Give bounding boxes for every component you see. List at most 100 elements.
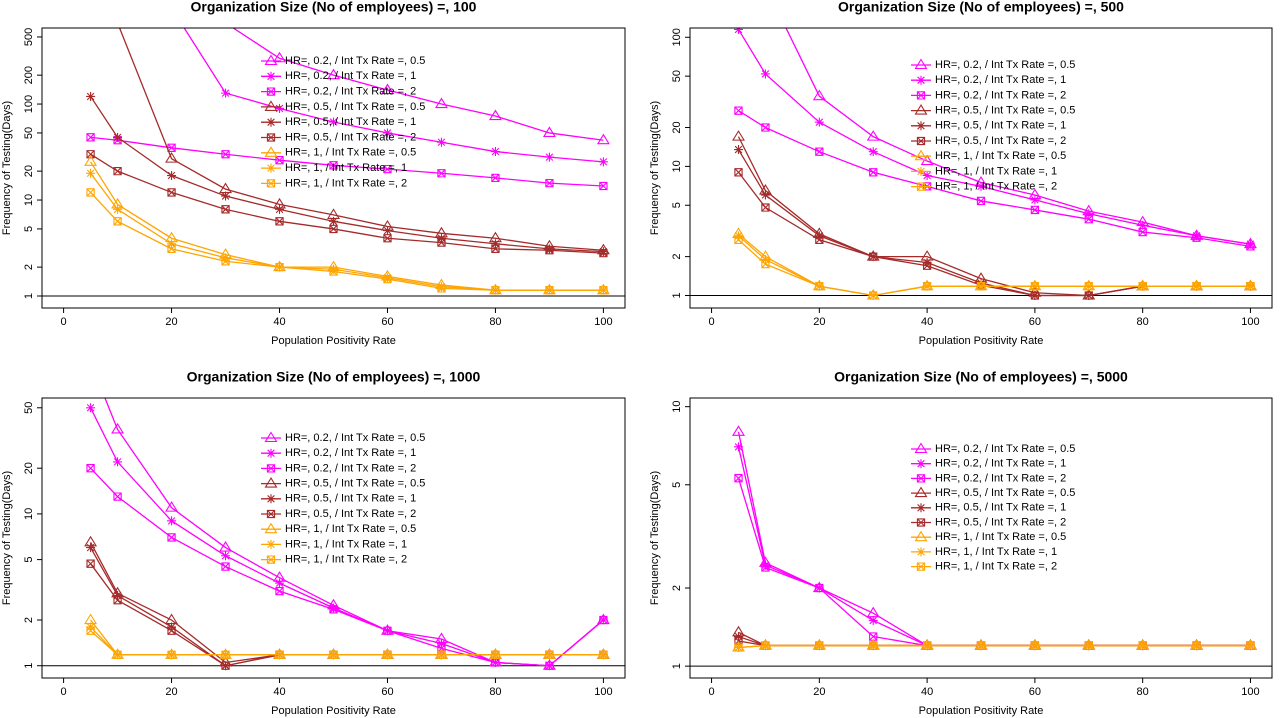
marker [382,226,392,236]
x-axis-label: Population Positivity Rate [919,705,1044,717]
y-tick-label: 100 [671,28,683,46]
marker [734,28,743,34]
legend-entry: HR=, 0.2, / Int Tx Rate =, 2 [911,472,1066,484]
x-tick-label: 0 [708,316,714,328]
legend-label: HR=, 0.2, / Int Tx Rate =, 1 [285,70,416,82]
marker [264,522,278,534]
marker [84,613,98,625]
marker [916,518,926,527]
marker [1084,641,1093,650]
legend-label: HR=, 0.2, / Int Tx Rate =, 0.5 [935,443,1075,455]
legend-entry: HR=, 0.5, / Int Tx Rate =, 0.5 [911,486,1075,499]
y-tick-label: 10 [671,401,683,413]
legend-label: HR=, 0.5, / Int Tx Rate =, 2 [935,516,1066,528]
legend-marker [266,494,276,504]
marker [734,235,743,244]
legend-marker [916,503,926,513]
chart-title: Organization Size (No of employees) =, 1… [187,369,481,385]
legend-entry: HR=, 1, / Int Tx Rate =, 2 [911,561,1057,573]
marker [812,89,826,101]
marker [491,173,500,183]
y-tick-label: 1 [671,663,683,669]
legend-entry: HR=, 0.5, / Int Tx Rate =, 2 [911,516,1066,528]
legend-label: HR=, 0.2, / Int Tx Rate =, 1 [285,447,416,459]
marker [167,244,176,253]
marker [84,155,98,166]
marker [167,4,176,13]
legend-entry: HR=, 0.2, / Int Tx Rate =, 1 [261,447,416,459]
marker [329,603,338,613]
legend-entry: HR=, 0.5, / Int Tx Rate =, 1 [261,493,416,505]
marker [490,239,500,249]
x-tick-label: 100 [594,316,612,328]
marker [113,457,123,467]
marker [490,147,500,157]
marker [761,203,770,212]
marker [760,190,770,200]
marker [732,130,745,141]
legend-marker [266,509,276,519]
marker [221,150,230,159]
legend-entry: HR=, 1, / Int Tx Rate =, 2 [261,554,407,566]
legend-entry: HR=, 0.2, / Int Tx Rate =, 2 [261,86,416,98]
marker [437,238,446,247]
marker [868,615,878,625]
marker [761,123,770,132]
marker [275,650,284,659]
x-tick-label: 0 [61,686,67,698]
marker [86,626,95,635]
legend-entry: HR=, 0.5, / Int Tx Rate =, 1 [911,120,1066,132]
legend-marker [266,179,276,188]
y-axis-label: Frequency of Testing(Days) [1,471,13,605]
marker [113,596,122,605]
marker [916,136,926,146]
x-tick-label: 40 [921,316,933,328]
y-tick-label: 5 [671,202,683,208]
legend-entry: HR=, 0.5, / Int Tx Rate =, 1 [911,502,1066,514]
legend-label: HR=, 0.5, / Int Tx Rate =, 0.5 [935,487,1075,499]
marker [329,117,338,127]
legend-label: HR=, 1, / Int Tx Rate =, 0.5 [935,150,1066,162]
marker [761,563,770,572]
marker [167,516,177,526]
x-tick-label: 80 [489,686,501,698]
x-tick-label: 60 [1029,316,1041,328]
marker [113,217,122,226]
marker [869,252,878,261]
marker [734,643,743,652]
marker [275,586,284,596]
legend-marker [266,117,276,127]
legend-marker [264,477,278,488]
marker [167,626,176,635]
marker [266,555,276,564]
marker [266,163,276,173]
marker [599,181,608,191]
legend-entry: HR=, 1, / Int Tx Rate =, 2 [261,177,407,189]
legend-label: HR=, 1, / Int Tx Rate =, 0.5 [285,523,416,535]
legend-entry: HR=, 0.2, / Int Tx Rate =, 0.5 [261,431,425,444]
y-tick-label: 10 [23,508,35,520]
marker [976,181,986,191]
marker [86,91,96,101]
panel: Organization Size (No of employees) =, 5… [649,0,1273,347]
marker [1246,641,1255,650]
marker [916,459,926,469]
legend-marker [914,486,928,498]
marker [221,205,230,214]
marker [221,191,231,201]
marker [266,179,276,188]
marker [275,204,285,214]
marker [1192,231,1202,241]
marker [113,492,122,501]
marker [1138,220,1148,230]
marker [221,650,230,659]
marker [914,149,928,161]
marker [86,188,95,197]
marker [1138,227,1147,237]
marker [761,259,770,269]
marker [266,464,276,473]
marker [916,91,926,100]
x-axis-label: Population Positivity Rate [271,335,396,347]
marker [275,578,285,588]
marker [221,88,231,98]
